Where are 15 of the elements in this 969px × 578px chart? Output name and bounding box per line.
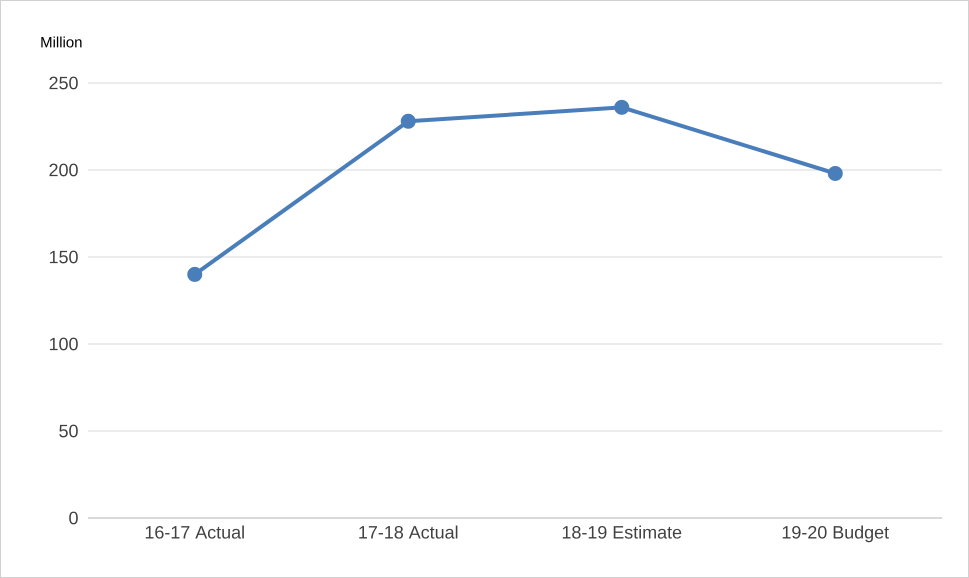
x-tick-label: 19-20 Budget (782, 526, 889, 542)
x-tick-label: 17-18 Actual (359, 526, 458, 539)
y-tick-label: 50 (59, 424, 78, 438)
y-axis-title: Million (41, 36, 82, 48)
y-tick-label: 200 (49, 164, 78, 176)
y-tick-label: 0 (69, 512, 78, 524)
y-tick-label: 150 (50, 250, 78, 264)
x-tick-label: 18-19 Estimate (562, 526, 682, 539)
y-tick-label: 250 (49, 76, 78, 90)
point (187, 266, 202, 282)
x-tick-label: 16-17 Actual (146, 526, 244, 539)
point (400, 114, 416, 129)
point (614, 100, 630, 115)
y-tick-label: 100 (50, 338, 78, 350)
point (828, 166, 843, 181)
